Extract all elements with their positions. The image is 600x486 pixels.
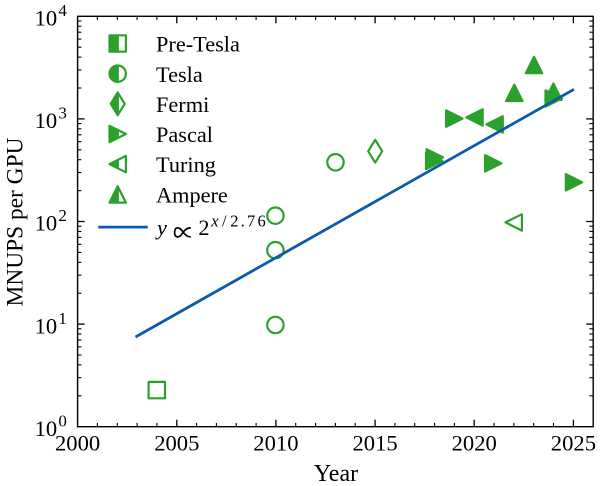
svg-text:10: 10 [35,416,58,441]
svg-text:2010: 2010 [253,431,298,456]
svg-text:2025: 2025 [551,431,596,456]
svg-text:2: 2 [58,206,67,225]
svg-text:Year: Year [314,461,358,486]
svg-text:2020: 2020 [452,431,497,456]
svg-text:3: 3 [58,104,67,123]
svg-text:x/2.76: x/2.76 [210,211,268,230]
svg-text:10: 10 [35,313,58,338]
svg-text:4: 4 [58,1,67,20]
svg-text:2: 2 [198,215,209,240]
svg-text:Fermi: Fermi [156,92,209,117]
svg-text:Pascal: Pascal [156,122,213,147]
svg-text:2000: 2000 [55,431,100,456]
svg-text:Tesla: Tesla [156,62,203,87]
svg-text:Pre-Tesla: Pre-Tesla [156,32,240,57]
svg-text:Turing: Turing [156,152,216,177]
svg-text:10: 10 [35,108,58,133]
svg-text:10: 10 [35,6,58,31]
svg-text:Ampere: Ampere [156,183,228,208]
svg-text:MNUPS per GPU: MNUPS per GPU [3,137,29,306]
svg-text:10: 10 [35,211,58,236]
svg-text:1: 1 [58,309,67,328]
svg-text:0: 0 [58,411,67,430]
svg-text:2005: 2005 [154,431,199,456]
svg-text:y: y [155,215,167,240]
svg-text:2015: 2015 [353,431,398,456]
